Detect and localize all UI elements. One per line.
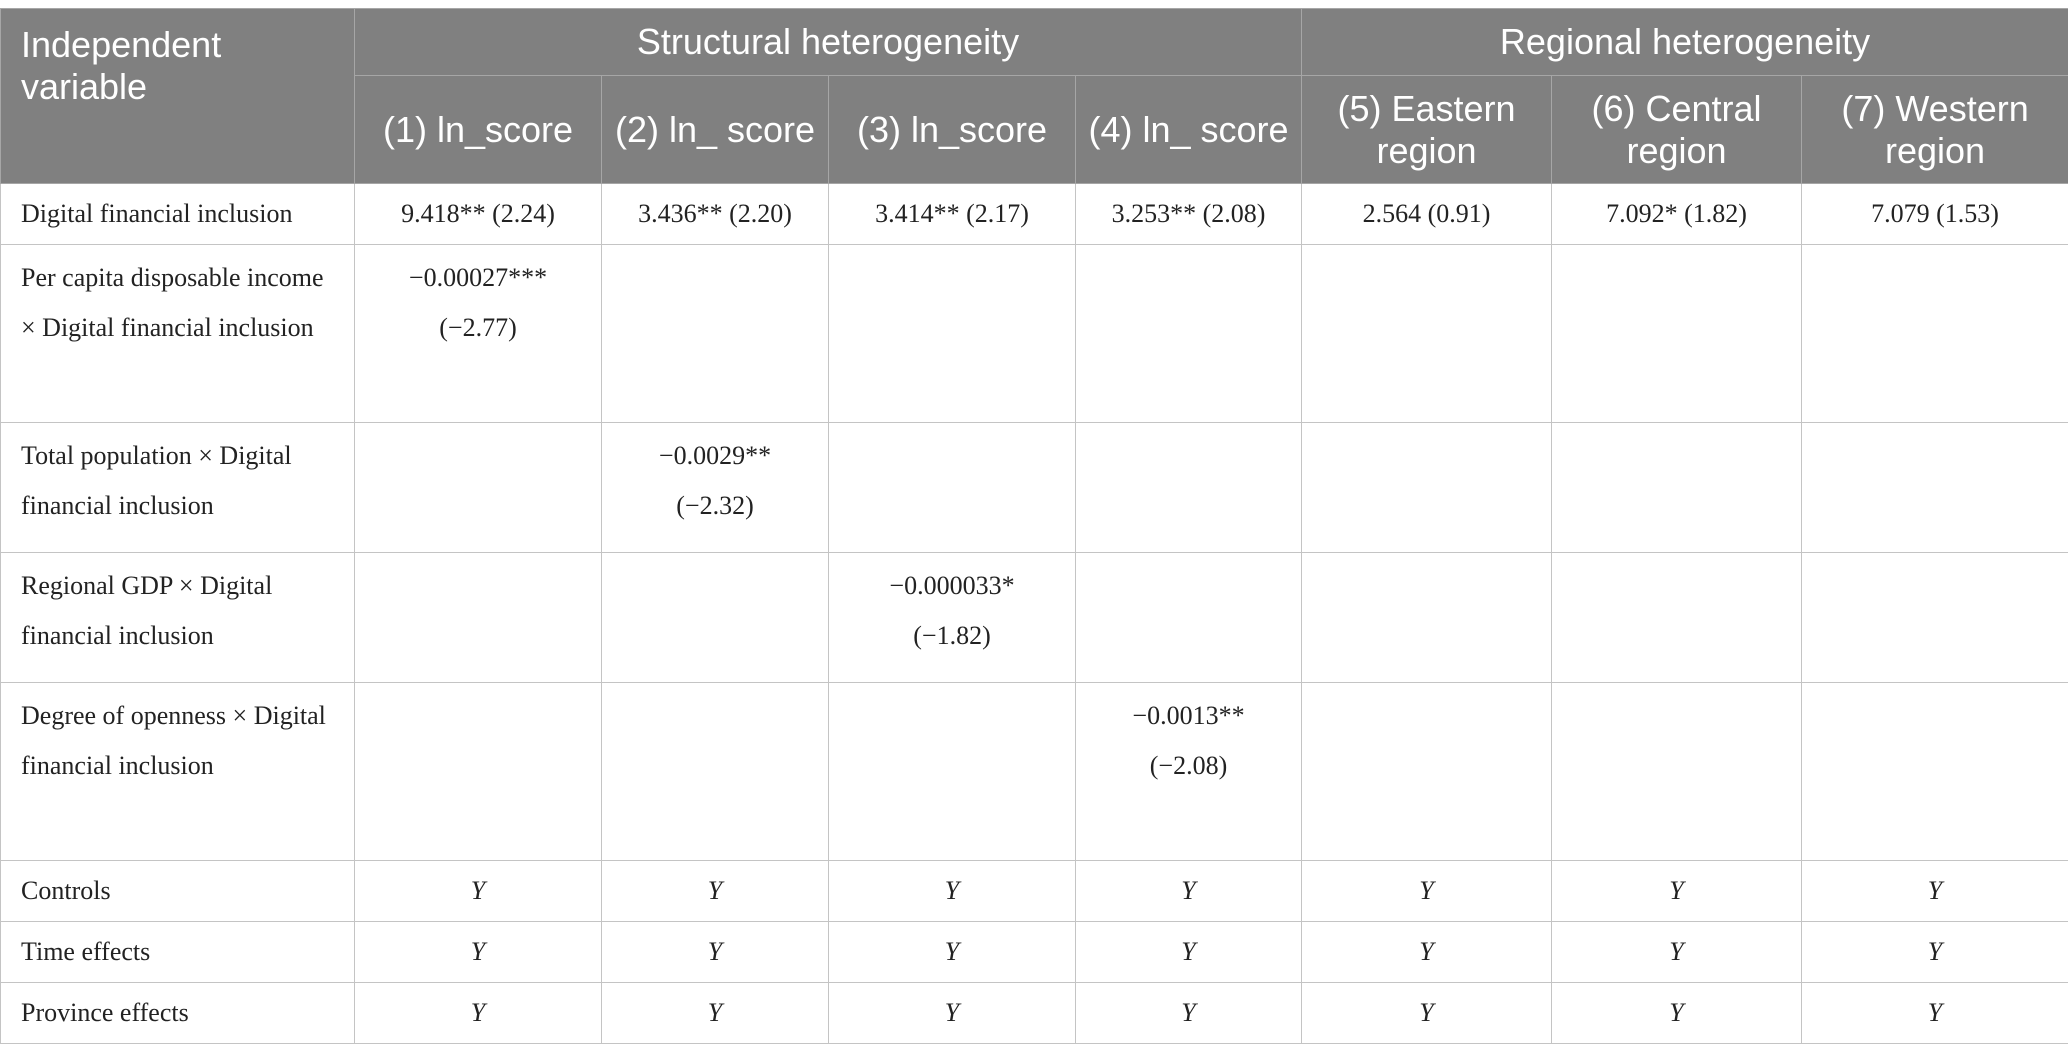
table-cell xyxy=(1302,553,1552,683)
row-label: Time effects xyxy=(1,922,355,983)
header-col-7: (7) Western region xyxy=(1802,76,2068,184)
table-cell xyxy=(355,683,602,861)
table-cell: Y xyxy=(1302,983,1552,1044)
table-cell: Y xyxy=(829,922,1076,983)
table-cell xyxy=(1552,553,1802,683)
row-label: Per capita disposable income × Digital f… xyxy=(1,245,355,423)
table-cell: Y xyxy=(1302,861,1552,922)
table-cell: Y xyxy=(1076,861,1302,922)
table-row: Digital financial inclusion 9.418** (2.2… xyxy=(1,184,2068,245)
table-cell xyxy=(1076,245,1302,423)
table-cell xyxy=(1302,423,1552,553)
table-body: Digital financial inclusion 9.418** (2.2… xyxy=(1,184,2068,1044)
table-cell: Y xyxy=(829,861,1076,922)
header-group-structural: Structural heterogeneity xyxy=(355,9,1302,76)
table-cell: Y xyxy=(1552,922,1802,983)
header-col-5: (5) Eastern region xyxy=(1302,76,1552,184)
table-cell xyxy=(1302,245,1552,423)
table-header: Independent variable Structural heteroge… xyxy=(1,9,2068,184)
table-row: Per capita disposable income × Digital f… xyxy=(1,245,2068,423)
table-cell xyxy=(602,245,829,423)
table-cell xyxy=(1802,683,2068,861)
regression-table-container: Independent variable Structural heteroge… xyxy=(0,8,2068,1044)
heterogeneity-regression-table: Independent variable Structural heteroge… xyxy=(0,8,2068,1044)
row-label: Regional GDP × Digital financial inclusi… xyxy=(1,553,355,683)
table-cell: 7.092* (1.82) xyxy=(1552,184,1802,245)
table-cell xyxy=(355,553,602,683)
table-cell xyxy=(1076,423,1302,553)
t-statistic: (−2.77) xyxy=(355,303,601,353)
coefficient: −0.000033* xyxy=(829,561,1075,611)
table-row: Province effects Y Y Y Y Y Y Y xyxy=(1,983,2068,1044)
table-cell: Y xyxy=(355,983,602,1044)
table-cell xyxy=(829,423,1076,553)
table-cell: −0.000033* (−1.82) xyxy=(829,553,1076,683)
table-cell: −0.00027*** (−2.77) xyxy=(355,245,602,423)
table-cell xyxy=(1802,245,2068,423)
table-cell: Y xyxy=(602,983,829,1044)
table-cell: Y xyxy=(355,861,602,922)
table-row: Regional GDP × Digital financial inclusi… xyxy=(1,553,2068,683)
table-cell: Y xyxy=(1802,861,2068,922)
header-col-6: (6) Central region xyxy=(1552,76,1802,184)
table-cell: −0.0013** (−2.08) xyxy=(1076,683,1302,861)
table-cell: −0.0029** (−2.32) xyxy=(602,423,829,553)
table-cell: 7.079 (1.53) xyxy=(1802,184,2068,245)
table-cell xyxy=(1802,423,2068,553)
header-group-regional: Regional heterogeneity xyxy=(1302,9,2068,76)
table-cell: Y xyxy=(602,922,829,983)
table-cell: Y xyxy=(1076,922,1302,983)
table-row: Controls Y Y Y Y Y Y Y xyxy=(1,861,2068,922)
table-cell xyxy=(1302,683,1552,861)
table-cell: Y xyxy=(829,983,1076,1044)
table-cell: Y xyxy=(1802,922,2068,983)
table-cell: Y xyxy=(1302,922,1552,983)
table-cell: Y xyxy=(1076,983,1302,1044)
header-col-1: (1) ln_score xyxy=(355,76,602,184)
table-cell: 9.418** (2.24) xyxy=(355,184,602,245)
t-statistic: (−2.32) xyxy=(602,481,828,531)
table-cell: Y xyxy=(1552,861,1802,922)
table-cell xyxy=(1552,683,1802,861)
row-label: Province effects xyxy=(1,983,355,1044)
table-cell xyxy=(829,683,1076,861)
coefficient: −0.0029** xyxy=(602,431,828,481)
table-cell: 3.253** (2.08) xyxy=(1076,184,1302,245)
table-row: Time effects Y Y Y Y Y Y Y xyxy=(1,922,2068,983)
table-cell xyxy=(1552,423,1802,553)
header-col-2: (2) ln_ score xyxy=(602,76,829,184)
header-independent-variable: Independent variable xyxy=(1,9,355,184)
table-cell: 3.436** (2.20) xyxy=(602,184,829,245)
table-cell: Y xyxy=(1802,983,2068,1044)
row-label: Digital financial inclusion xyxy=(1,184,355,245)
row-label: Controls xyxy=(1,861,355,922)
t-statistic: (−1.82) xyxy=(829,611,1075,661)
table-cell: Y xyxy=(602,861,829,922)
header-col-3: (3) ln_score xyxy=(829,76,1076,184)
table-cell: 2.564 (0.91) xyxy=(1302,184,1552,245)
table-cell xyxy=(602,683,829,861)
table-cell xyxy=(1802,553,2068,683)
t-statistic: (−2.08) xyxy=(1076,741,1301,791)
row-label: Degree of openness × Digital financial i… xyxy=(1,683,355,861)
table-cell xyxy=(829,245,1076,423)
table-cell xyxy=(1552,245,1802,423)
table-row: Degree of openness × Digital financial i… xyxy=(1,683,2068,861)
table-row: Total population × Digital financial inc… xyxy=(1,423,2068,553)
table-cell: 3.414** (2.17) xyxy=(829,184,1076,245)
row-label: Total population × Digital financial inc… xyxy=(1,423,355,553)
table-cell xyxy=(355,423,602,553)
table-cell: Y xyxy=(1552,983,1802,1044)
coefficient: −0.0013** xyxy=(1076,691,1301,741)
table-cell xyxy=(602,553,829,683)
header-col-4: (4) ln_ score xyxy=(1076,76,1302,184)
table-cell xyxy=(1076,553,1302,683)
coefficient: −0.00027*** xyxy=(355,253,601,303)
table-cell: Y xyxy=(355,922,602,983)
